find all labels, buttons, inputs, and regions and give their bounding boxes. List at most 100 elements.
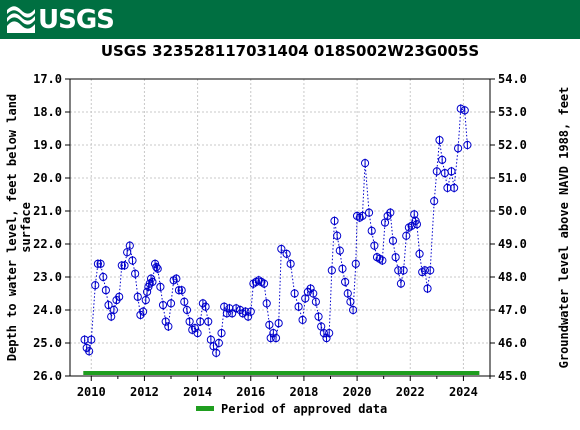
data-point xyxy=(311,297,320,307)
data-point xyxy=(338,264,347,274)
data-point xyxy=(185,317,194,327)
data-point xyxy=(139,307,148,317)
data-point xyxy=(426,265,435,275)
legend: Period of approved data xyxy=(196,402,387,416)
data-point xyxy=(402,231,411,241)
y-tick-label-right: 48.0 xyxy=(498,270,527,284)
data-point xyxy=(133,292,142,302)
data-point xyxy=(399,265,408,275)
data-point xyxy=(396,279,406,289)
data-point xyxy=(232,303,241,313)
y-tick-label-left: 20.0 xyxy=(33,171,62,185)
data-point xyxy=(438,155,447,165)
data-point xyxy=(333,231,342,241)
data-point xyxy=(271,333,281,343)
data-point xyxy=(182,305,192,315)
data-point xyxy=(265,320,274,330)
legend-swatch xyxy=(196,406,214,411)
data-point xyxy=(172,274,181,284)
data-point xyxy=(96,259,105,269)
data-point xyxy=(156,282,165,292)
series-points-layer xyxy=(80,104,472,358)
data-point xyxy=(415,249,424,259)
data-point xyxy=(196,317,205,327)
data-point xyxy=(158,300,168,310)
y-tick-label-left: 21.0 xyxy=(33,204,62,218)
data-point xyxy=(450,183,459,193)
data-point xyxy=(131,269,140,279)
data-point xyxy=(212,348,221,358)
approved-period-bar xyxy=(83,371,480,375)
data-point xyxy=(80,335,89,345)
data-point xyxy=(435,135,444,145)
chart-title: USGS 323528117031404 018S002W23G005S xyxy=(100,42,480,60)
y-tick-label-right: 45.0 xyxy=(498,369,527,383)
data-point xyxy=(152,262,161,272)
data-point xyxy=(430,196,439,206)
data-point xyxy=(351,259,360,269)
y-tick-label-left: 26.0 xyxy=(33,369,62,383)
data-point xyxy=(412,219,421,229)
data-point xyxy=(125,241,134,251)
data-point xyxy=(314,312,323,322)
plot-frame xyxy=(69,78,491,377)
data-point xyxy=(101,285,110,295)
y-tick-label-left: 22.0 xyxy=(33,237,62,251)
data-point xyxy=(286,259,295,269)
data-point xyxy=(391,252,400,262)
data-point xyxy=(259,279,269,289)
x-tick-label: 2010 xyxy=(77,385,106,399)
data-point xyxy=(294,302,303,312)
data-point xyxy=(420,265,429,275)
data-point xyxy=(87,335,96,345)
data-point xyxy=(204,317,213,327)
tick-layer xyxy=(65,78,495,381)
data-point xyxy=(447,166,456,176)
x-tick-label: 2012 xyxy=(130,385,159,399)
data-point xyxy=(443,183,452,193)
data-point xyxy=(164,322,173,331)
data-point xyxy=(180,297,189,307)
data-point xyxy=(343,289,352,298)
data-point xyxy=(290,289,299,298)
data-point xyxy=(341,277,350,287)
data-point xyxy=(463,140,472,150)
usgs-logo[interactable]: USGS xyxy=(6,5,115,35)
data-point xyxy=(394,265,403,275)
data-point xyxy=(432,166,441,176)
data-point xyxy=(460,105,469,115)
data-point xyxy=(346,297,355,307)
data-point xyxy=(228,308,237,318)
data-point xyxy=(142,287,152,297)
data-point xyxy=(327,265,336,275)
y-tick-label-right: 50.0 xyxy=(498,204,527,218)
x-tick-label: 2018 xyxy=(289,385,318,399)
data-point xyxy=(201,302,210,312)
data-point xyxy=(407,221,416,231)
data-point xyxy=(378,256,387,265)
data-point xyxy=(115,292,124,302)
y-tick-label-left: 18.0 xyxy=(33,105,62,119)
data-point xyxy=(298,315,307,325)
x-tick-label: 2020 xyxy=(343,385,372,399)
y-tick-label-right: 54.0 xyxy=(498,72,527,86)
usgs-banner: USGS xyxy=(0,0,580,39)
usgs-logo-text: USGS xyxy=(38,5,115,35)
data-point xyxy=(120,260,129,270)
y-tick-label-left: 19.0 xyxy=(33,138,62,152)
data-point xyxy=(360,158,370,168)
y-tick-label-right: 52.0 xyxy=(498,138,527,152)
y-tick-label-right: 46.0 xyxy=(498,336,527,350)
data-point xyxy=(349,305,358,315)
data-point xyxy=(141,295,150,305)
plot-border xyxy=(69,78,491,377)
y-axis-title-right: Groundwater level above NAVD 1988, feet xyxy=(557,87,571,369)
label-layer: 17.0 54.0 18.0 53.0 19.0 52.0 20.0 51.0 21.0 50.0… xyxy=(5,72,571,399)
data-point xyxy=(128,256,137,265)
x-tick-label: 2014 xyxy=(183,385,212,399)
y-tick-label-right: 47.0 xyxy=(498,303,527,317)
data-point xyxy=(246,307,255,317)
data-point xyxy=(217,328,226,338)
approved-period-layer xyxy=(83,371,480,375)
